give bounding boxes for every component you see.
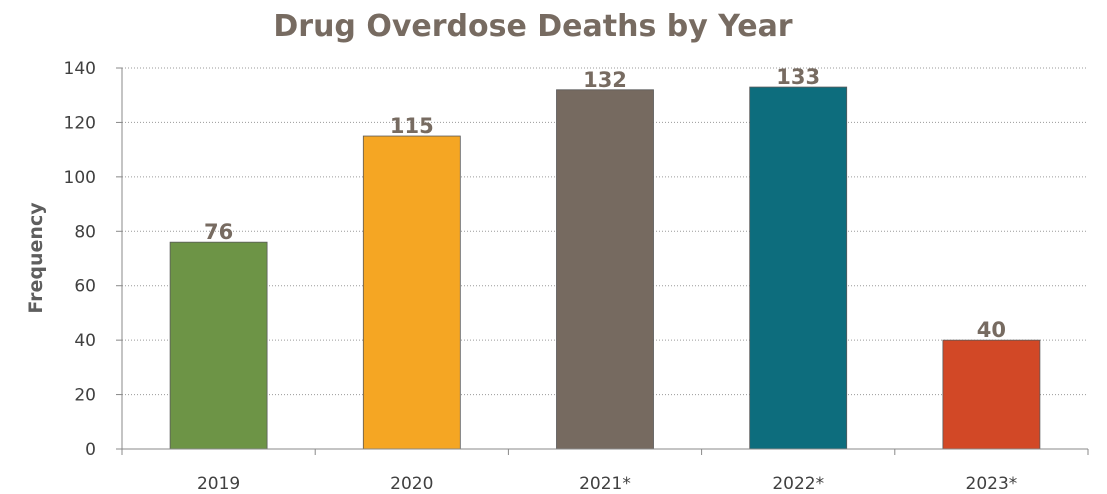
x-tick-label: 2023* (966, 474, 1018, 494)
x-tick-label: 2021* (579, 474, 631, 494)
y-tick-label: 40 (74, 331, 96, 351)
bar-2019 (169, 241, 268, 450)
bar-2022 (749, 86, 848, 450)
bar-2020 (362, 135, 461, 450)
y-tick-label: 20 (74, 386, 96, 406)
data-label: 115 (390, 114, 434, 138)
x-tick-label: 2022* (772, 474, 824, 494)
y-tick-label: 80 (74, 222, 96, 242)
y-tick-label: 0 (85, 440, 96, 460)
bar-2021 (556, 89, 654, 450)
bar-2023 (942, 339, 1041, 450)
data-label: 133 (776, 65, 820, 89)
chart-title: Drug Overdose Deaths by Year (273, 9, 792, 44)
x-tick-label: 2020 (390, 474, 433, 494)
data-label: 132 (583, 68, 627, 92)
y-tick-label: 100 (64, 168, 96, 188)
data-label: 40 (977, 318, 1006, 342)
y-tick-label: 60 (74, 277, 96, 297)
bars (169, 86, 1041, 450)
data-labels: 76 115 132 133 40 (204, 65, 1006, 342)
x-tick-label: 2019 (197, 474, 240, 494)
y-tick-label: 140 (64, 59, 96, 79)
data-label: 76 (204, 220, 233, 244)
y-axis-ticks: 0 20 40 60 80 100 120 140 (64, 59, 123, 460)
y-axis-label: Frequency (25, 202, 47, 314)
y-tick-label: 120 (64, 113, 96, 133)
x-axis-ticks: 2019 2020 2021* 2022* 2023* (121, 449, 1089, 494)
